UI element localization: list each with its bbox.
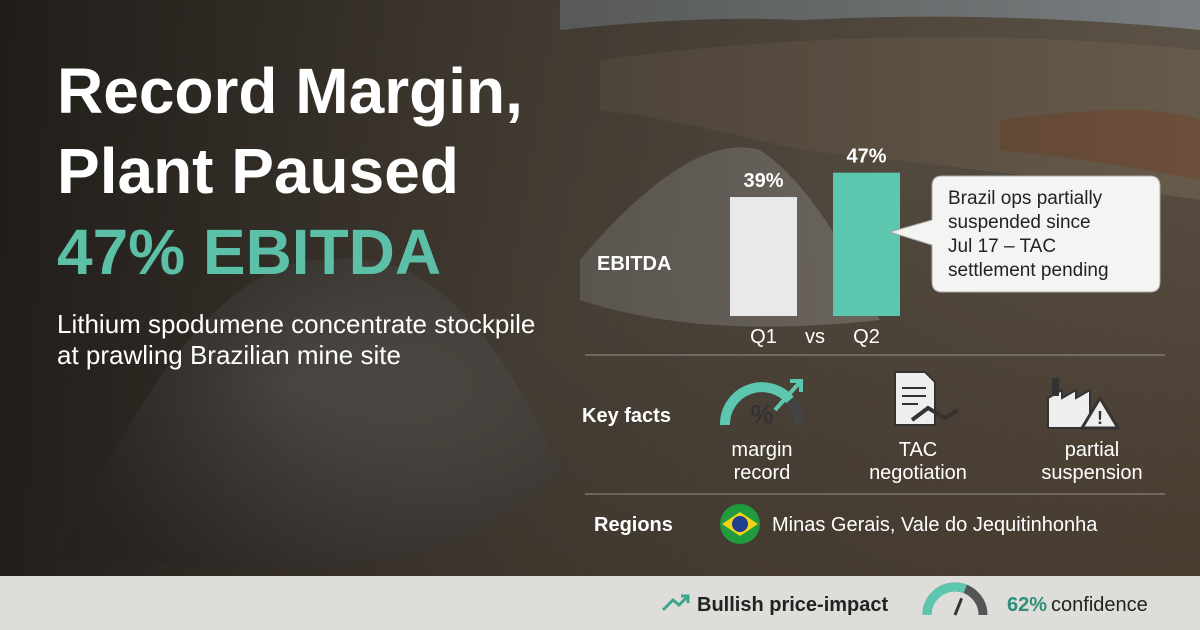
- svg-text:%: %: [750, 399, 773, 429]
- title-line: Plant Paused: [57, 135, 459, 207]
- fact-label: record: [734, 462, 791, 484]
- bar: [730, 197, 797, 316]
- chart-label: EBITDA: [597, 253, 671, 275]
- headline: 47% EBITDA: [57, 216, 441, 288]
- gauge-fill: [922, 582, 967, 616]
- callout-text: suspended since: [948, 212, 1091, 233]
- subtitle: Lithium spodumene concentrate stockpile: [57, 309, 535, 339]
- icon-factory: !: [1047, 378, 1121, 430]
- bar: [833, 172, 900, 316]
- section-label: Key facts: [582, 405, 671, 427]
- section-label: Regions: [594, 514, 673, 536]
- category-label: Q1: [750, 326, 777, 348]
- bar-chart: 39% Q1 47% Q2: [730, 146, 900, 348]
- fact-label: partial: [1065, 439, 1119, 461]
- confidence-gauge: [922, 582, 988, 616]
- flag-brazil: [720, 504, 760, 544]
- trend-icon: [661, 594, 690, 612]
- callout-text: Brazil ops partially: [948, 188, 1103, 209]
- subtitle: at prawling Brazilian mine site: [57, 340, 401, 370]
- gauge-needle: [953, 597, 964, 616]
- confidence-label: 62%: [1007, 594, 1047, 616]
- category-label: Q2: [853, 326, 880, 348]
- svg-text:!: !: [1097, 408, 1103, 428]
- value-label: 39%: [743, 170, 783, 192]
- region-text: Minas Gerais, Vale do Jequitinhonha: [772, 514, 1098, 536]
- value-label: 47%: [846, 146, 886, 168]
- callout-box: [888, 175, 1161, 293]
- confidence-text: confidence: [1051, 594, 1148, 616]
- confidence: 62% confidence: [1007, 594, 1148, 616]
- impact: Bullish price-impact: [697, 594, 888, 616]
- fact-label: margin: [731, 439, 792, 461]
- icon-margin: %: [719, 379, 804, 429]
- title-line: Record Margin,: [57, 55, 523, 127]
- callout-text: Jul 17 – TAC: [948, 236, 1056, 257]
- separator: vs: [805, 326, 825, 348]
- icon-tac: [894, 371, 960, 426]
- footer-bar: [0, 576, 1200, 630]
- fact-label: TAC: [899, 439, 938, 461]
- fact-label: suspension: [1041, 462, 1142, 484]
- callout-text: settlement pending: [948, 260, 1109, 281]
- fact-label: negotiation: [869, 462, 967, 484]
